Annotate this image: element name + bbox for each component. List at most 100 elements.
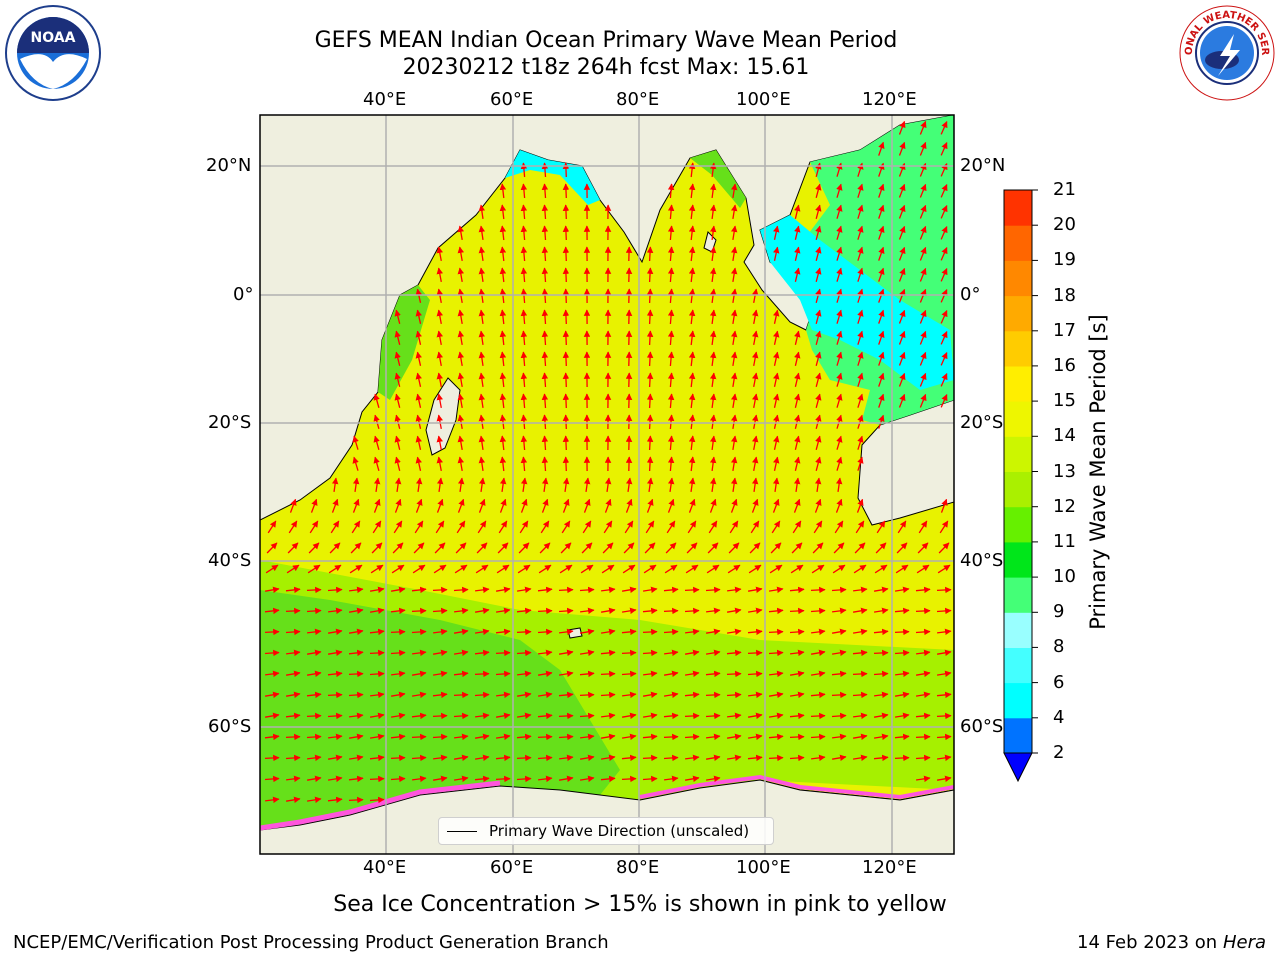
wave-arrow (348, 670, 364, 678)
wave-arrow (349, 712, 364, 720)
wave-arrow (621, 754, 637, 762)
lon-tick-top: 80°E (616, 89, 660, 110)
wave-arrow (919, 204, 927, 219)
colorbar-tick-label: 10 (1053, 566, 1076, 588)
wave-arrow (836, 225, 843, 240)
wave-arrow (306, 712, 322, 720)
wave-arrow (411, 586, 427, 594)
wave-arrow (646, 267, 654, 283)
wave-arrow (917, 542, 929, 554)
wave-arrow (541, 225, 549, 241)
lat-tick-right: 40°S (960, 550, 1004, 571)
wave-arrow (520, 309, 528, 325)
wave-arrow (286, 649, 301, 657)
wave-arrow (348, 691, 364, 699)
wave-arrow (583, 498, 591, 513)
wave-arrow (685, 754, 700, 762)
wave-arrow (730, 309, 738, 325)
wave-arrow (394, 309, 401, 324)
wave-arrow (856, 498, 864, 513)
wave-arrow (878, 204, 885, 219)
wave-arrow (415, 477, 423, 492)
colorbar-tick-label: 15 (1053, 390, 1076, 412)
wave-arrow (415, 456, 422, 471)
wave-arrow (625, 477, 633, 492)
wave-arrow (327, 754, 343, 762)
wave-arrow (582, 520, 592, 534)
wave-arrow (390, 691, 406, 699)
wave-arrow (288, 520, 298, 534)
colorbar-tick-label: 19 (1053, 249, 1076, 271)
red-sea-coastal-zone (505, 150, 600, 205)
wave-arrow (667, 372, 675, 388)
wave-arrow (562, 351, 570, 367)
wave-arrow (705, 670, 721, 678)
wave-arrow (940, 373, 948, 387)
wave-arrow (285, 586, 301, 594)
wave-arrow (684, 586, 700, 594)
wave-arrow (667, 456, 675, 472)
wave-arrow (415, 351, 422, 366)
wave-arrow (307, 754, 322, 762)
colorbar-segment (1004, 541, 1032, 578)
wave-arrow (562, 498, 570, 513)
wave-arrow (688, 477, 696, 492)
wave-arrow (285, 754, 301, 762)
wave-arrow (667, 351, 675, 367)
wave-arrow (663, 670, 679, 678)
wave-arrow (474, 691, 490, 699)
wave-arrow (457, 288, 465, 304)
wave-arrow (432, 691, 448, 699)
wave-arrow (457, 393, 465, 409)
wave-arrow (873, 649, 889, 657)
wave-arrow (562, 225, 570, 241)
wave-arrow (266, 542, 278, 554)
wave-arrow (286, 775, 301, 783)
wave-arrow (832, 564, 846, 574)
wave-arrow (643, 564, 657, 574)
wave-arrow (773, 414, 780, 429)
wave-arrow (894, 754, 910, 762)
wave-arrow (411, 670, 427, 678)
wave-arrow (306, 586, 322, 594)
run-date-text: 14 Feb 2023 on (1077, 932, 1218, 953)
wave-arrow (894, 733, 910, 741)
wave-arrow (730, 435, 738, 451)
wave-arrow (559, 754, 574, 762)
wave-arrow (919, 120, 927, 135)
wave-arrow (794, 435, 801, 450)
wave-arrow (852, 649, 868, 657)
wave-arrow (306, 691, 322, 699)
wave-arrow (810, 712, 826, 720)
kerguelen-island (567, 627, 583, 639)
wave-arrow (498, 520, 508, 534)
wave-arrow (751, 498, 759, 513)
wave-arrow (730, 330, 738, 346)
wave-arrow (499, 330, 507, 346)
wave-arrow (394, 393, 401, 408)
wave-arrow (854, 542, 866, 554)
wave-arrow (457, 246, 465, 262)
wave-arrow (516, 733, 532, 741)
wave-arrow (919, 393, 927, 408)
wave-arrow (667, 498, 675, 513)
wave-arrow (752, 309, 759, 325)
wave-arrow (667, 183, 675, 199)
wave-arrow (688, 225, 696, 241)
wave-arrow (815, 204, 822, 219)
wave-arrow (773, 225, 780, 240)
wave-arrow (836, 309, 843, 324)
wave-arrow (831, 754, 847, 762)
wave-arrow (769, 670, 784, 678)
wave-arrow (857, 267, 864, 282)
wave-arrow (895, 564, 909, 574)
wave-arrow (478, 309, 486, 324)
wave-arrow (836, 204, 843, 219)
wave-arrow (331, 477, 339, 492)
colorbar-tick-label: 9 (1053, 601, 1065, 623)
wave-arrow (894, 628, 910, 636)
wave-arrow (852, 628, 868, 636)
wave-arrow (264, 691, 280, 699)
wave-arrow (940, 331, 948, 345)
wave-arrow (369, 586, 385, 594)
